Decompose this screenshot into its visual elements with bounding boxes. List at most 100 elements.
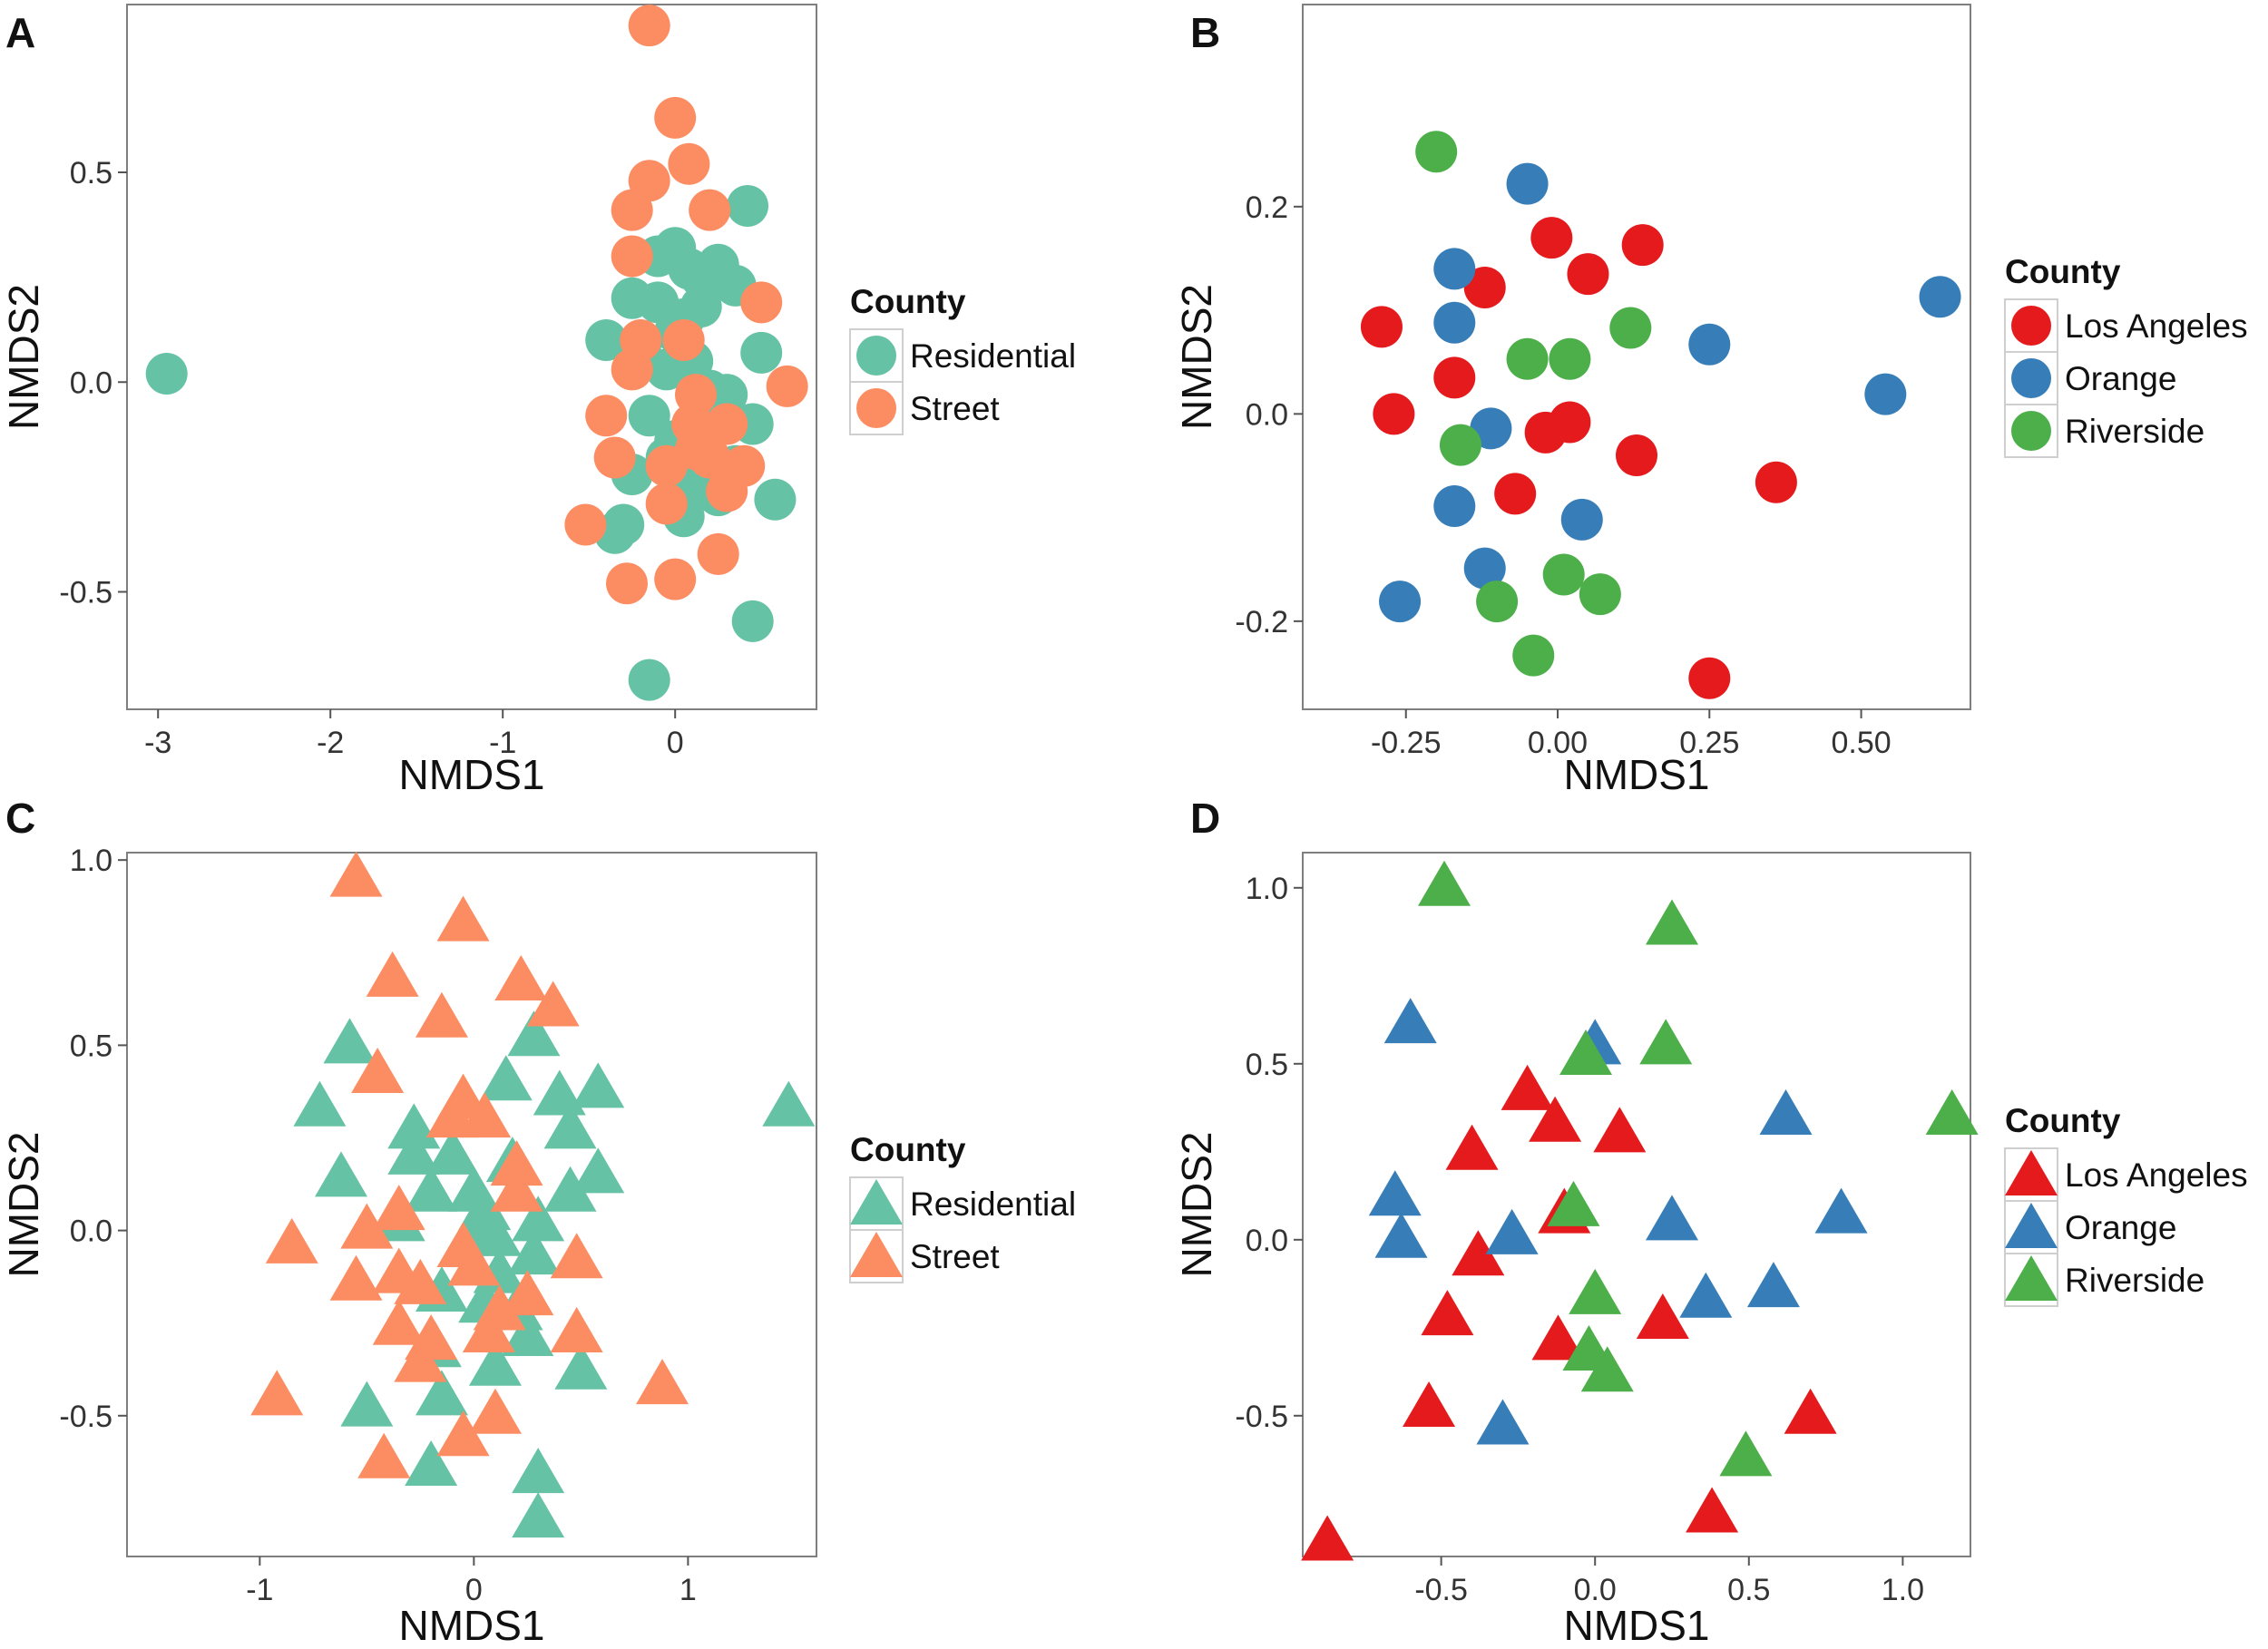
point-los-angeles — [1433, 356, 1476, 399]
point-riverside — [1476, 581, 1519, 623]
y-tick-label: -0.5 — [59, 576, 112, 610]
point-residential — [740, 331, 783, 374]
point-riverside — [1579, 573, 1621, 616]
data-points — [1360, 131, 1961, 699]
point-los-angeles — [1688, 657, 1731, 699]
y-tick-label: 0.5 — [70, 1029, 112, 1063]
point-street — [628, 5, 670, 47]
y-axis-title: NMDS2 — [0, 284, 47, 430]
point-orange — [1646, 1195, 1699, 1241]
point-street — [740, 281, 783, 324]
point-street — [490, 1140, 543, 1186]
point-street — [766, 365, 808, 407]
legend-swatch — [2005, 1203, 2058, 1248]
point-street — [689, 189, 731, 231]
point-riverside — [1646, 899, 1699, 945]
panel-label: D — [1190, 795, 1220, 842]
point-riverside — [1542, 553, 1585, 596]
point-street — [593, 436, 636, 479]
point-street — [611, 189, 653, 231]
point-street — [436, 1222, 490, 1268]
legend-swatch — [2005, 1255, 2058, 1301]
point-los-angeles — [1360, 306, 1403, 348]
point-los-angeles — [1494, 473, 1537, 515]
point-los-angeles — [1621, 224, 1664, 267]
point-riverside — [1506, 337, 1549, 380]
point-street — [550, 1233, 603, 1279]
y-tick-label: 0.0 — [1246, 397, 1288, 432]
point-residential — [543, 1166, 597, 1212]
y-tick-label: -0.5 — [1235, 1400, 1288, 1434]
point-orange — [1759, 1089, 1813, 1135]
point-street — [250, 1370, 304, 1416]
point-los-angeles — [1421, 1290, 1474, 1336]
point-street — [662, 319, 705, 361]
point-street — [436, 1410, 490, 1457]
point-street — [585, 395, 628, 437]
point-riverside — [1639, 1019, 1693, 1065]
point-residential — [425, 1128, 479, 1175]
point-los-angeles — [1524, 411, 1567, 454]
legend: County Los Angeles Orange Riverside — [2004, 253, 2248, 458]
point-los-angeles — [1403, 1381, 1456, 1428]
legend-title: County — [850, 283, 966, 320]
point-los-angeles — [1755, 461, 1797, 503]
point-los-angeles — [1616, 434, 1657, 477]
point-street — [501, 1270, 554, 1316]
legend-label: Residential — [910, 337, 1076, 375]
point-street — [265, 1217, 318, 1264]
x-tick-label: 0.50 — [1831, 726, 1891, 760]
panel-a: A -3 -2 -1 0 -0.5 0.0 0.5 NMDS1 NMDS2 County Reside… — [0, 4, 1076, 798]
point-orange — [1560, 498, 1603, 541]
point-orange — [1485, 1208, 1539, 1254]
point-street — [351, 1048, 405, 1094]
point-residential — [507, 1229, 561, 1275]
point-riverside — [1512, 634, 1555, 677]
legend-swatch — [2005, 1150, 2058, 1195]
y-tick-label: 0.2 — [1246, 190, 1288, 225]
point-street — [675, 428, 717, 471]
point-riverside — [1609, 307, 1652, 349]
x-axis-title: NMDS1 — [398, 1602, 544, 1649]
point-riverside — [1547, 1180, 1600, 1226]
point-residential — [628, 659, 670, 701]
point-los-angeles — [1636, 1293, 1689, 1340]
point-street — [462, 1306, 515, 1352]
point-street — [550, 1306, 603, 1352]
x-tick-label: -2 — [317, 726, 344, 760]
legend-label: Street — [910, 1238, 1000, 1275]
x-tick-label: -1 — [489, 726, 516, 760]
point-residential — [585, 319, 628, 361]
y-tick-label: 0.5 — [1246, 1048, 1288, 1082]
point-street — [468, 1388, 522, 1434]
legend-swatch — [856, 388, 896, 428]
point-street — [654, 558, 697, 600]
x-tick-label: -1 — [246, 1573, 273, 1607]
point-residential — [507, 1010, 561, 1057]
x-axis-title: NMDS1 — [1563, 1602, 1709, 1649]
point-street — [372, 1185, 425, 1231]
point-street — [436, 1073, 490, 1119]
point-residential — [512, 1448, 565, 1494]
point-residential — [405, 1439, 458, 1486]
point-residential — [293, 1080, 347, 1127]
y-tick-label: -0.5 — [59, 1400, 112, 1434]
point-los-angeles — [1501, 1064, 1554, 1110]
point-street — [654, 96, 697, 139]
data-points — [1301, 860, 1979, 1561]
point-residential — [543, 1103, 597, 1149]
point-street — [494, 954, 548, 1000]
x-tick-label: 0.00 — [1528, 726, 1588, 760]
point-riverside — [1415, 131, 1458, 173]
x-tick-label: 0.25 — [1679, 726, 1739, 760]
legend-label: Los Angeles — [2065, 1156, 2248, 1194]
point-street — [697, 532, 739, 575]
point-orange — [1679, 1272, 1733, 1318]
point-los-angeles — [1373, 393, 1415, 435]
y-axis-title: NMDS2 — [1173, 1131, 1220, 1277]
point-street — [606, 562, 648, 605]
point-riverside — [1719, 1430, 1773, 1477]
point-los-angeles — [1686, 1487, 1739, 1533]
legend-swatch — [2011, 306, 2051, 346]
point-residential — [554, 1343, 608, 1390]
